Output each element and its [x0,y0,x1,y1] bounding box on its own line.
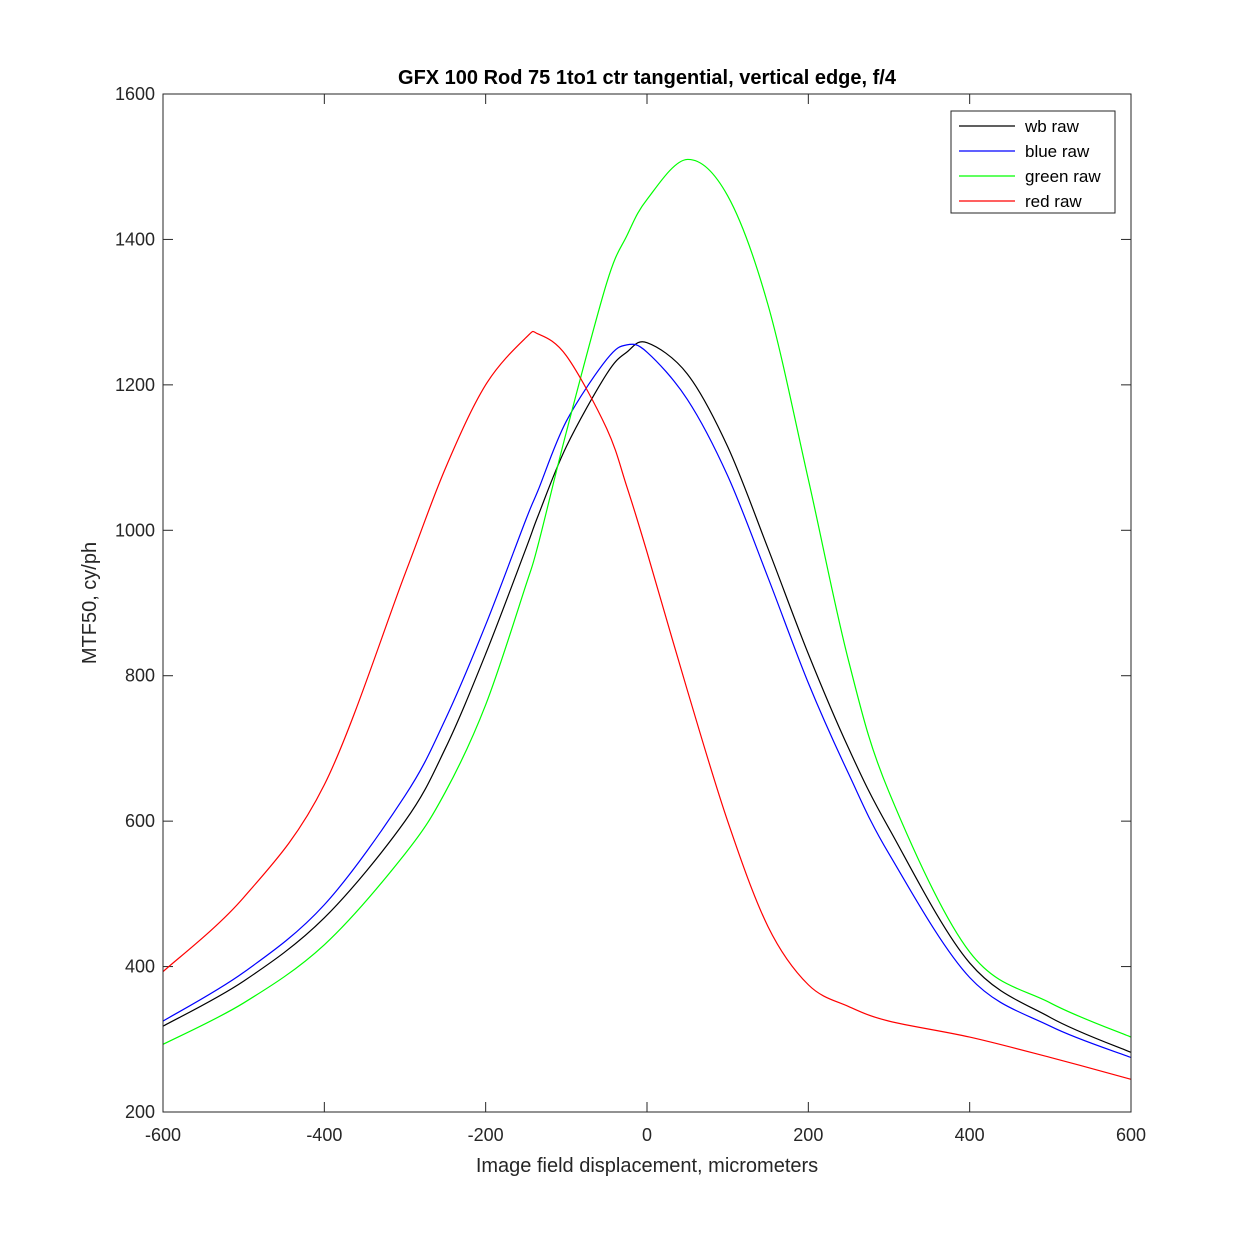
series-lines [162,158,1132,1080]
y-tick-label: 1200 [115,375,155,395]
y-tick-label: 1000 [115,520,155,540]
y-tick-label: 200 [125,1102,155,1122]
y-tick-labels: 200 400 600 800 1000 1200 1400 1600 [115,84,155,1122]
legend-label-red-raw: red raw [1025,192,1082,211]
x-tick-labels: -600 -400 -200 0 200 400 600 [145,1125,1146,1145]
legend-label-blue-raw: blue raw [1025,142,1090,161]
legend-label-wb-raw: wb raw [1024,117,1080,136]
y-tick-label: 600 [125,811,155,831]
legend-label-green-raw: green raw [1025,167,1101,186]
series-line-red-raw [162,330,1132,1080]
y-axis-label: MTF50, cy/ph [79,542,101,664]
legend: wb raw blue raw green raw red raw [950,110,1116,214]
y-tick-label: 1400 [115,229,155,249]
series-line-green-raw [162,158,1132,1045]
x-tick-label: 400 [955,1125,985,1145]
chart-title: GFX 100 Rod 75 1to1 ctr tangential, vert… [398,67,897,89]
plot-area [163,94,1131,1112]
x-axis-label: Image field displacement, micrometers [476,1155,818,1177]
x-tick-label: -200 [468,1125,504,1145]
plot-frame [162,93,1132,1113]
x-tick-label: 0 [642,1125,652,1145]
legend-box [950,110,1116,214]
y-tick-label: 800 [125,666,155,686]
y-tick-label: 400 [125,957,155,977]
x-tick-label: -600 [145,1125,181,1145]
series-line-blue-raw [162,343,1132,1059]
x-tick-label: 200 [793,1125,823,1145]
x-tick-label: 600 [1116,1125,1146,1145]
series-line-wb-raw [162,341,1132,1053]
x-tick-label: -400 [306,1125,342,1145]
y-tick-label: 1600 [115,84,155,104]
